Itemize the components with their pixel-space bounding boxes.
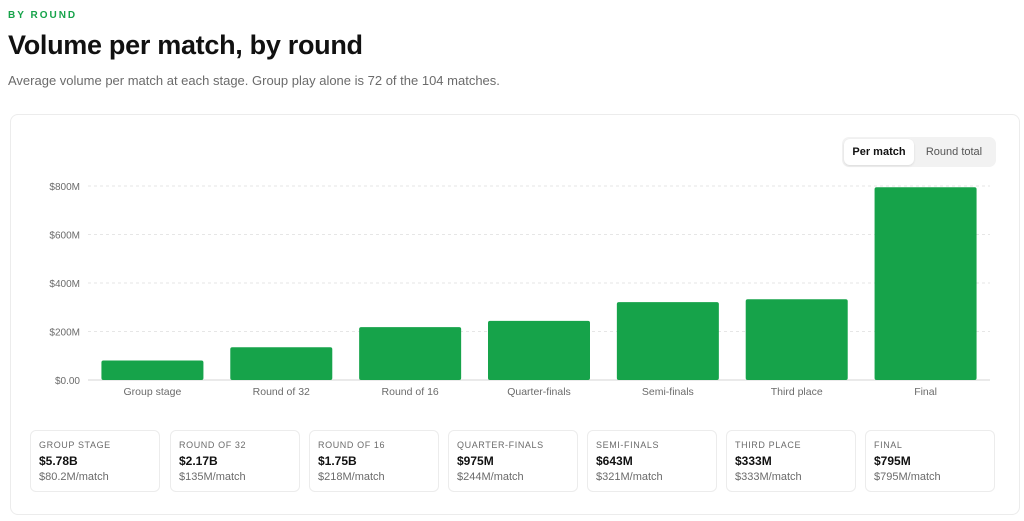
x-tick-label: Round of 16 — [382, 386, 439, 398]
bar-quarter-finals[interactable] — [488, 320, 590, 380]
stat-card-round-of-16: ROUND OF 16 $1.75B $218M/match — [309, 430, 439, 492]
stat-per-match: $333M/match — [735, 471, 802, 483]
stat-per-match: $135M/match — [179, 471, 246, 483]
y-tick-label: $600M — [49, 231, 80, 242]
stat-per-match: $321M/match — [596, 471, 663, 483]
page-title: Volume per match, by round — [8, 30, 363, 60]
y-tick-label: $0.00 — [55, 376, 80, 387]
view-toggle: Per match Round total — [842, 137, 996, 167]
stat-card-group-stage: GROUP STAGE $5.78B $80.2M/match — [30, 430, 160, 492]
section-eyebrow: BY ROUND — [8, 10, 78, 21]
x-tick-label: Semi-finals — [642, 386, 694, 398]
stat-total: $975M — [457, 454, 494, 468]
x-tick-label: Round of 32 — [253, 386, 310, 398]
stat-card-quarter-finals: QUARTER-FINALS $975M $244M/match — [448, 430, 578, 492]
x-tick-label: Final — [914, 386, 937, 398]
stat-per-match: $218M/match — [318, 471, 385, 483]
stat-card-round-of-32: ROUND OF 32 $2.17B $135M/match — [170, 430, 300, 492]
x-tick-label: Third place — [771, 386, 823, 398]
stat-total: $2.17B — [179, 454, 218, 468]
toggle-round-total[interactable]: Round total — [925, 146, 983, 158]
stat-label: SEMI-FINALS — [596, 440, 660, 450]
bar-group-stage[interactable] — [101, 360, 204, 380]
stat-label: GROUP STAGE — [39, 440, 111, 450]
bar-round-of-32[interactable] — [230, 347, 333, 380]
stat-card-third-place: THIRD PLACE $333M $333M/match — [726, 430, 856, 492]
stat-label: ROUND OF 32 — [179, 440, 247, 450]
x-tick-label: Group stage — [124, 386, 182, 398]
bar-third-place[interactable] — [745, 299, 848, 380]
stat-label: ROUND OF 16 — [318, 440, 386, 450]
stat-total: $1.75B — [318, 454, 357, 468]
stat-total: $5.78B — [39, 454, 78, 468]
stat-label: THIRD PLACE — [735, 440, 802, 450]
y-tick-label: $800M — [49, 182, 80, 193]
stat-total: $643M — [596, 454, 633, 468]
stat-total: $333M — [735, 454, 772, 468]
bar-semi-finals[interactable] — [616, 302, 719, 380]
stat-card-semi-finals: SEMI-FINALS $643M $321M/match — [587, 430, 717, 492]
stat-label: FINAL — [874, 440, 903, 450]
bar-round-of-16[interactable] — [359, 327, 462, 380]
y-tick-label: $200M — [49, 328, 80, 339]
stat-card-final: FINAL $795M $795M/match — [865, 430, 995, 492]
stat-per-match: $244M/match — [457, 471, 524, 483]
page-subtitle: Average volume per match at each stage. … — [8, 73, 500, 88]
stat-per-match: $795M/match — [874, 471, 941, 483]
toggle-per-match[interactable]: Per match — [844, 139, 914, 165]
y-tick-label: $400M — [49, 279, 80, 290]
bar-final[interactable] — [874, 187, 977, 380]
x-tick-label: Quarter-finals — [507, 386, 571, 398]
stat-per-match: $80.2M/match — [39, 471, 109, 483]
stat-label: QUARTER-FINALS — [457, 440, 544, 450]
stat-total: $795M — [874, 454, 911, 468]
